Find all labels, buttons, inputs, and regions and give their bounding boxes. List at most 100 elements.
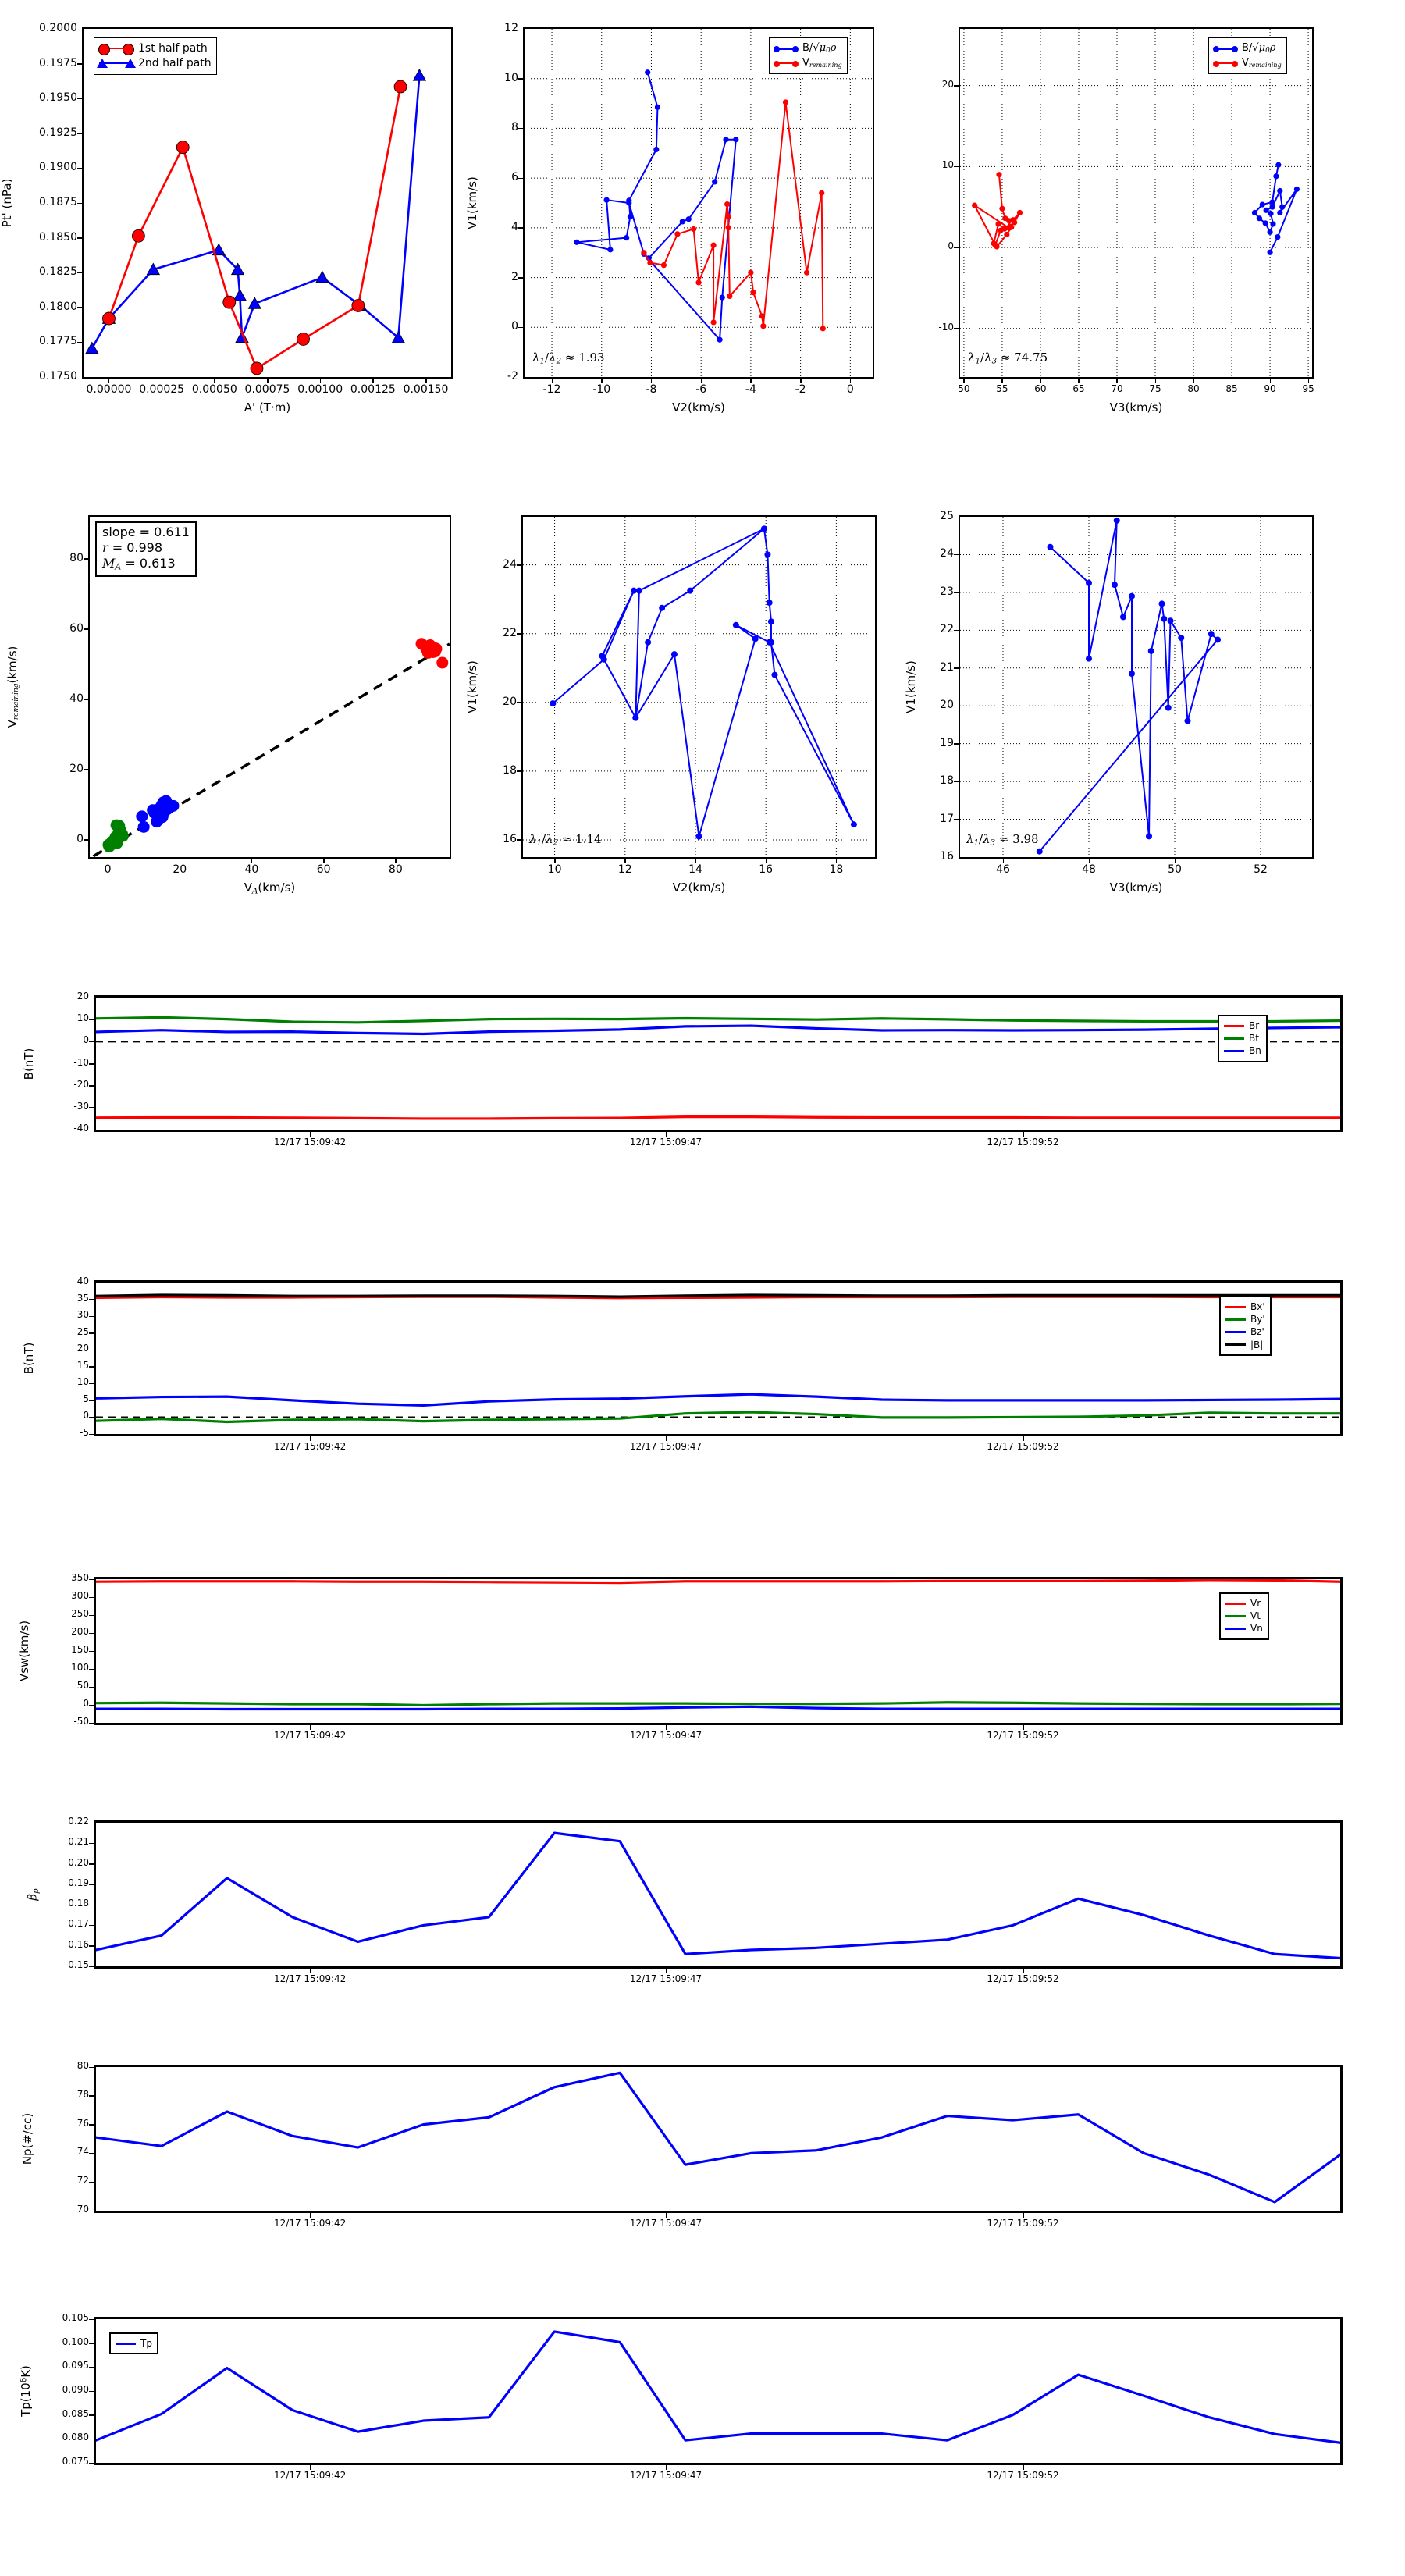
solar-wind-velocity-legend-item[interactable]: Vt: [1225, 1610, 1263, 1622]
proton-temperature-ytick: 0.080: [62, 2432, 89, 2443]
hodogram-v3v1-mvav-ytick: 21: [940, 660, 954, 674]
plasma-beta-xtick-mark: [665, 1969, 667, 1973]
hodogram-v2v1-mvav-ytick: 24: [503, 557, 517, 571]
mag-rtn-legend-item[interactable]: Br: [1224, 1019, 1261, 1032]
mag-fluxrope-ytick-mark: [89, 1433, 94, 1435]
hodogram-v3v1-mvav-ylabel: V1(km/s): [904, 660, 918, 713]
mag-fluxrope-legend-item[interactable]: |B|: [1225, 1339, 1265, 1351]
proton-density-xtick: 12/17 15:09:47: [629, 2218, 702, 2229]
mag-rtn-legend-swatch: [1224, 1049, 1244, 1052]
solar-wind-velocity-ytick-mark: [89, 1668, 94, 1670]
mag-fluxrope-ytick: 35: [76, 1292, 89, 1304]
mag-fluxrope-legend-item[interactable]: Bz': [1225, 1325, 1265, 1338]
transverse-pressure-xtick: 0.00150: [403, 383, 449, 396]
transverse-pressure-ytick: 0.1850: [39, 230, 77, 244]
hodogram-v3v1-mvab-xtick-mark: [1078, 379, 1080, 383]
mag-rtn-legend-swatch: [1224, 1024, 1244, 1027]
hodogram-v2v1-mvab-xlabel: V2(km/s): [672, 400, 725, 415]
solar-wind-velocity-ytick-mark: [89, 1650, 94, 1652]
mag-fluxrope-ytick-mark: [89, 1400, 94, 1401]
proton-temperature-ytick: 0.105: [62, 2312, 89, 2323]
mag-rtn-ytick: -10: [73, 1056, 89, 1068]
hodogram-v2v1-mvab-legend-item[interactable]: B/√μ0ρ: [774, 41, 842, 56]
hodogram-v2v1-mvab-xtick: -12: [542, 383, 561, 396]
proton-temperature-ytick-mark: [89, 2318, 94, 2320]
plasma-beta-ytick-mark: [89, 1822, 94, 1823]
mag-fluxrope-ytick: 25: [76, 1325, 89, 1337]
hodogram-v3v1-mvab-legend-item[interactable]: B/√μ0ρ: [1213, 41, 1282, 56]
walen-test-xtick: 80: [388, 863, 403, 876]
hodogram-v2v1-mvav-xtick: 12: [617, 863, 632, 876]
proton-density-ylabel: Np(#/cc): [20, 2112, 34, 2165]
solar-wind-velocity-xtick-mark: [309, 1725, 311, 1730]
solar-wind-velocity-legend-item[interactable]: Vr: [1225, 1597, 1263, 1610]
mag-fluxrope-xtick-mark: [1023, 1436, 1024, 1441]
hodogram-v2v1-mvav-plot-area: [523, 517, 875, 857]
plasma-beta-xtick: 12/17 15:09:42: [274, 1973, 347, 1984]
hodogram-v2v1-mvav-xtick-mark: [624, 859, 626, 863]
hodogram-v3v1-mvab-legend-label: B/√μ0ρ: [1242, 41, 1276, 55]
transverse-pressure-plot-area: [85, 68, 427, 375]
hodogram-v3v1-mvab-legend-item[interactable]: Vremaining: [1213, 56, 1282, 70]
proton-density-ytick-mark: [89, 2095, 94, 2097]
mag-rtn-ytick-mark: [89, 1129, 94, 1130]
hodogram-v3v1-mvav-ytick-mark: [954, 667, 959, 669]
plasma-beta-series-beta_p: [96, 1831, 1340, 1960]
solar-wind-velocity-ytick: 100: [71, 1662, 89, 1673]
transverse-pressure-ytick: 0.1775: [39, 335, 77, 348]
mag-fluxrope-xtick: 12/17 15:09:47: [629, 1441, 702, 1452]
plasma-beta-ytick-mark: [89, 1863, 94, 1865]
hodogram-v2v1-mvab-ytick-mark: [518, 127, 523, 130]
plasma-beta-ytick-mark: [89, 1966, 94, 1967]
solar-wind-velocity-legend-label: Vr: [1250, 1598, 1261, 1609]
mag-rtn-legend-item[interactable]: Bt: [1224, 1032, 1261, 1044]
proton-temperature-ylabel: Tp(106K): [19, 2365, 33, 2417]
proton-temperature-ytick: 0.100: [62, 2336, 89, 2347]
proton-density-ytick: 78: [76, 2088, 89, 2100]
transverse-pressure-xtick-mark: [108, 379, 110, 383]
hodogram-v3v1-mvav-xtick: 50: [1168, 863, 1182, 876]
hodogram-v2v1-mvab-xtick-mark: [750, 379, 752, 383]
hodogram-v2v1-mvab-xtick: -2: [795, 383, 806, 396]
solar-wind-velocity-legend-label: Vn: [1250, 1623, 1263, 1635]
hodogram-v2v1-mvab-legend-item[interactable]: Vremaining: [774, 56, 842, 70]
proton-density-ytick-mark: [89, 2152, 94, 2154]
mag-rtn-ytick: 0: [83, 1034, 89, 1046]
hodogram-v2v1-mvav-ylabel: V1(km/s): [465, 660, 479, 713]
hodogram-v3v1-mvab-ytick: -10: [938, 321, 954, 333]
hodogram-v3v1-mvab-xtick: 60: [1034, 383, 1047, 394]
proton-temperature-xtick-mark: [1023, 2465, 1024, 2470]
transverse-pressure-legend: 1st half path 2nd half path: [94, 37, 217, 75]
mag-rtn-ytick-mark: [89, 1085, 94, 1087]
mag-fluxrope-legend-item[interactable]: Bx': [1225, 1300, 1265, 1313]
hodogram-v3v1-mvab-legend-swatch: [1213, 60, 1238, 67]
hodogram-v2v1-mvav-xtick: 16: [759, 863, 774, 876]
proton-temperature-ytick-mark: [89, 2366, 94, 2368]
solar-wind-velocity-ytick: 300: [71, 1590, 89, 1601]
mag-fluxrope-ytick: 0: [83, 1410, 89, 1421]
hodogram-v2v1-mvav-xtick: 18: [829, 863, 844, 876]
proton-temperature-legend-item[interactable]: Tp: [116, 2337, 152, 2350]
proton-density-series-Np: [96, 2071, 1340, 2204]
mag-fluxrope-legend-item[interactable]: By': [1225, 1313, 1265, 1325]
mag-rtn-legend-item[interactable]: Bn: [1224, 1044, 1261, 1057]
plasma-beta-axes: [94, 1820, 1343, 1969]
proton-temperature-plot-area: [96, 2330, 1340, 2444]
walen-test-xtick: 0: [104, 863, 112, 876]
solar-wind-velocity-xtick-mark: [1023, 1725, 1024, 1730]
plasma-beta-ytick: 0.20: [68, 1856, 89, 1868]
hodogram-v2v1-mvab-legend-label: Vremaining: [802, 57, 842, 69]
transverse-pressure-legend-label: 2nd half path: [138, 56, 212, 69]
transverse-pressure-legend-item[interactable]: 1st half path: [98, 41, 212, 56]
hodogram-v2v1-mvab-ytick: -2: [507, 370, 518, 382]
solar-wind-velocity-legend-item[interactable]: Vn: [1225, 1622, 1263, 1635]
hodogram-v3v1-mvav-ytick-mark: [954, 592, 959, 593]
mag-fluxrope-legend-swatch: [1225, 1318, 1246, 1321]
transverse-pressure-legend-item[interactable]: 2nd half path: [97, 56, 212, 71]
hodogram-v3v1-mvav-ytick: 25: [940, 510, 954, 522]
hodogram-v3v1-mvav-xtick: 46: [996, 863, 1010, 876]
hodogram-v2v1-mvav-ytick: 16: [503, 832, 517, 845]
hodogram-v2v1-mvav-ytick-mark: [517, 564, 521, 566]
walen-test-ytick: 60: [69, 621, 84, 635]
walen-test-ytick: 40: [69, 692, 84, 705]
